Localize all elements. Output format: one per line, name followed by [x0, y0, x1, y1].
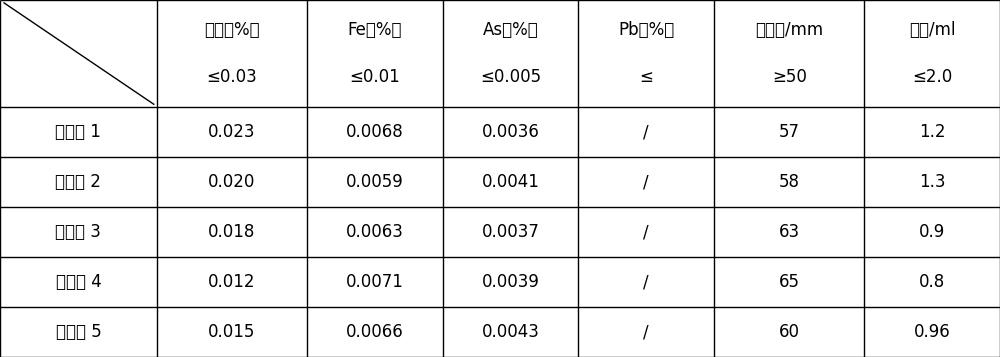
Text: 63: 63: [779, 223, 800, 241]
Text: /: /: [643, 173, 649, 191]
Text: 0.015: 0.015: [208, 323, 256, 341]
Text: 0.012: 0.012: [208, 273, 256, 291]
Text: 0.0063: 0.0063: [346, 223, 404, 241]
Text: 1.2: 1.2: [919, 123, 945, 141]
Text: ≥50: ≥50: [772, 68, 807, 86]
Text: 65: 65: [779, 273, 800, 291]
Text: 0.0039: 0.0039: [482, 273, 540, 291]
Text: /: /: [643, 223, 649, 241]
Text: 透明度/mm: 透明度/mm: [755, 21, 823, 39]
Text: 0.0071: 0.0071: [346, 273, 404, 291]
Text: 实施例 4: 实施例 4: [56, 273, 101, 291]
Text: ≤0.01: ≤0.01: [350, 68, 400, 86]
Text: 实施例 1: 实施例 1: [55, 123, 101, 141]
Text: 色度/ml: 色度/ml: [909, 21, 955, 39]
Text: As（%）: As（%）: [483, 21, 538, 39]
Text: 0.0068: 0.0068: [346, 123, 404, 141]
Text: 1.3: 1.3: [919, 173, 945, 191]
Text: 0.9: 0.9: [919, 223, 945, 241]
Text: 实施例 5: 实施例 5: [56, 323, 101, 341]
Text: 58: 58: [779, 173, 800, 191]
Text: 0.0043: 0.0043: [482, 323, 540, 341]
Text: /: /: [643, 323, 649, 341]
Text: 0.0036: 0.0036: [482, 123, 540, 141]
Text: ≤2.0: ≤2.0: [912, 68, 952, 86]
Text: /: /: [643, 123, 649, 141]
Text: 0.0041: 0.0041: [482, 173, 540, 191]
Text: Pb（%）: Pb（%）: [618, 21, 674, 39]
Text: 0.0066: 0.0066: [346, 323, 404, 341]
Text: ≤0.005: ≤0.005: [480, 68, 541, 86]
Text: ≤0.03: ≤0.03: [207, 68, 257, 86]
Text: 灰份（%）: 灰份（%）: [204, 21, 260, 39]
Text: /: /: [643, 273, 649, 291]
Text: 0.018: 0.018: [208, 223, 256, 241]
Text: 实施例 3: 实施例 3: [55, 223, 101, 241]
Text: 0.8: 0.8: [919, 273, 945, 291]
Text: 实施例 2: 实施例 2: [55, 173, 101, 191]
Text: 0.0037: 0.0037: [482, 223, 540, 241]
Text: 60: 60: [779, 323, 800, 341]
Text: 0.96: 0.96: [914, 323, 951, 341]
Text: 0.023: 0.023: [208, 123, 256, 141]
Text: ≤: ≤: [639, 68, 653, 86]
Text: 57: 57: [779, 123, 800, 141]
Text: 0.020: 0.020: [208, 173, 256, 191]
Text: 0.0059: 0.0059: [346, 173, 404, 191]
Text: Fe（%）: Fe（%）: [348, 21, 402, 39]
